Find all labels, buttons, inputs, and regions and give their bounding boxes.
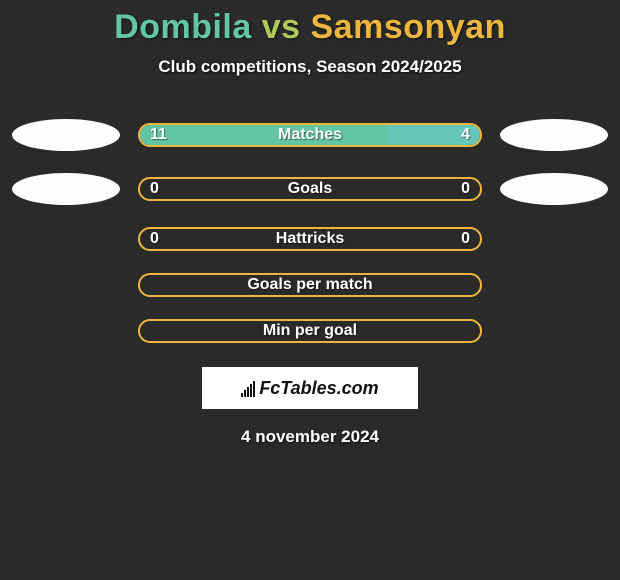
stats-bars: 11 4 Matches 0 0 Goals 0 0 Hattricks Goals per ma… (0, 119, 620, 343)
subtitle: Club competitions, Season 2024/2025 (0, 57, 620, 77)
stat-bar: 0 0 Goals (138, 177, 482, 201)
stat-label: Goals (288, 180, 332, 198)
vs-label: vs (262, 8, 301, 46)
stat-bar: 11 4 Matches (138, 123, 482, 147)
stat-row: 11 4 Matches (0, 119, 620, 151)
player1-badge (12, 119, 120, 151)
stat-label: Goals per match (247, 276, 372, 294)
footer-logo-text: FcTables.com (259, 378, 378, 399)
footer-date: 4 november 2024 (0, 427, 620, 447)
stat-label: Hattricks (276, 230, 344, 248)
stat-value-right: 0 (461, 230, 470, 248)
stat-value-left: 11 (150, 126, 167, 144)
stat-bar: Goals per match (138, 273, 482, 297)
player1-name: Dombila (114, 8, 252, 46)
stat-bar: 0 0 Hattricks (138, 227, 482, 251)
stat-row: 0 0 Hattricks (0, 227, 620, 251)
stat-row: Min per goal (0, 319, 620, 343)
stat-row: 0 0 Goals (0, 173, 620, 205)
player1-badge (12, 173, 120, 205)
player2-badge (500, 119, 608, 151)
footer-logo: FcTables.com (202, 367, 418, 409)
player2-name: Samsonyan (311, 8, 506, 46)
stat-row: Goals per match (0, 273, 620, 297)
stat-bar: Min per goal (138, 319, 482, 343)
stat-value-right: 0 (461, 180, 470, 198)
player2-badge (500, 173, 608, 205)
stat-value-left: 0 (150, 230, 159, 248)
bar-fill-left (140, 125, 388, 145)
stat-value-left: 0 (150, 180, 159, 198)
stat-value-right: 4 (461, 126, 470, 144)
page-title: Dombila vs Samsonyan (0, 8, 620, 47)
comparison-widget: Dombila vs Samsonyan Club competitions, … (0, 0, 620, 447)
bar-chart-icon (241, 379, 255, 397)
stat-label: Min per goal (263, 322, 357, 340)
stat-label: Matches (278, 126, 342, 144)
